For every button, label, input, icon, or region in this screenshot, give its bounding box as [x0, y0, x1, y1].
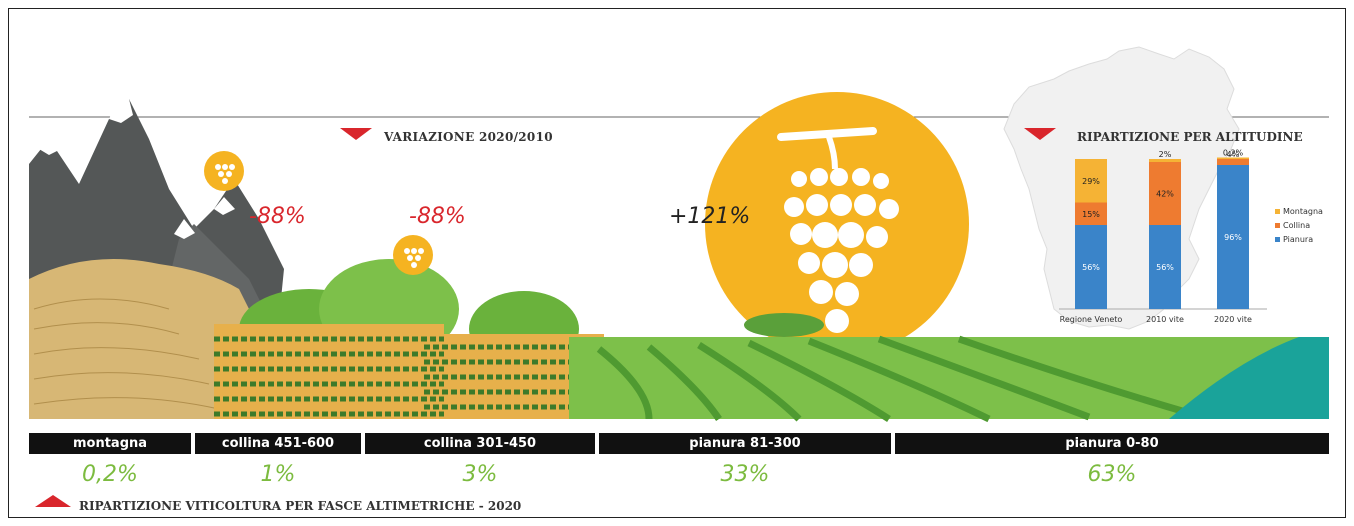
title-ripartizione-altitudine: RIPARTIZIONE PER ALTITUDINE [1077, 130, 1303, 144]
grape-icon-large [777, 127, 899, 333]
data-label-montagna-0: 29% [1082, 177, 1100, 186]
legend-swatch-montagna [1275, 209, 1280, 214]
triangle-down-icon [340, 128, 372, 140]
legend-swatch-pianura [1275, 237, 1280, 242]
water-area [1169, 337, 1329, 419]
bar-collina-0 [1075, 202, 1107, 225]
data-label-collina-1: 42% [1156, 190, 1174, 199]
title-ripartizione-fasce: RIPARTIZIONE VITICOLTURA PER FASCE ALTIM… [79, 499, 522, 513]
infographic-frame: 56% 15% 29% Regione Veneto 56% 42% 2% 2010 vite… [8, 8, 1346, 518]
stacked-bar-chart: 56% 15% 29% Regione Veneto 56% 42% 2% 2010 vite… [1059, 149, 1323, 324]
pct-collina-301-450: 3% [462, 462, 498, 487]
pct-collina-451-600: 1% [260, 462, 296, 487]
pct-pianura-0-80: 63% [1087, 462, 1137, 487]
data-label-collina-0: 15% [1082, 210, 1100, 219]
sun-circle [705, 92, 969, 356]
bar-montagna-2 [1217, 157, 1249, 159]
triangle-up-icon [35, 495, 71, 507]
legend-label-montagna: Montagna [1283, 207, 1323, 216]
grape-icon-small-1 [204, 151, 244, 191]
bar-montagna-0 [1075, 159, 1107, 203]
snow-cap-3 [214, 197, 235, 215]
legend-swatch-collina [1275, 223, 1280, 228]
data-label-collina-2: 4% [1227, 150, 1240, 159]
vine-rows [214, 336, 604, 417]
triangle-down-icon [1024, 128, 1056, 140]
data-label-pianura-0: 56% [1082, 263, 1100, 272]
data-label-montagna-2: 0,2% [1223, 149, 1244, 158]
bar-collina-1 [1149, 162, 1181, 225]
bar-collina-2 [1217, 159, 1249, 165]
data-label-montagna-1: 2% [1159, 150, 1172, 159]
vineyard-block-left [214, 324, 444, 419]
variation-collina: -88% [409, 204, 466, 229]
band-pianura-0-80: pianura 0-80 [895, 433, 1329, 454]
snow-cap-2 [39, 137, 61, 155]
category-label-0: Regione Veneto [1060, 315, 1123, 324]
variation-pianura: +121% [669, 204, 751, 229]
band-collina-451-600: collina 451-600 [195, 433, 361, 454]
pct-montagna: 0,2% [82, 462, 138, 487]
grape-icon-small-2 [393, 235, 433, 275]
band-collina-301-450: collina 301-450 [365, 433, 595, 454]
bar-pianura-0 [1075, 225, 1107, 309]
data-label-pianura-2: 96% [1224, 233, 1242, 242]
legend-label-pianura: Pianura [1283, 235, 1313, 244]
category-label-1: 2010 vite [1146, 315, 1184, 324]
veneto-map-silhouette [1003, 46, 1240, 330]
bar-pianura-1 [1149, 225, 1181, 309]
field-stripes [596, 335, 1190, 423]
snow-cap-1 [109, 97, 133, 123]
category-label-2: 2020 vite [1214, 315, 1252, 324]
pct-pianura-81-300: 33% [720, 462, 770, 487]
landscape-illustration: 56% 15% 29% Regione Veneto 56% 42% 2% 2010 vite… [29, 46, 1329, 423]
snow-cap-4 [174, 219, 195, 239]
band-pianura-81-300: pianura 81-300 [599, 433, 891, 454]
data-label-pianura-1: 56% [1156, 263, 1174, 272]
variation-montagna: -88% [249, 204, 306, 229]
foothill-sketch [33, 298, 220, 410]
legend-label-collina: Collina [1283, 221, 1310, 230]
bar-pianura-2 [1217, 165, 1249, 309]
tree-cluster [744, 313, 824, 337]
bar-montagna-1 [1149, 159, 1181, 162]
title-variazione: VARIAZIONE 2020/2010 [384, 130, 553, 144]
band-montagna: montagna [29, 433, 191, 454]
